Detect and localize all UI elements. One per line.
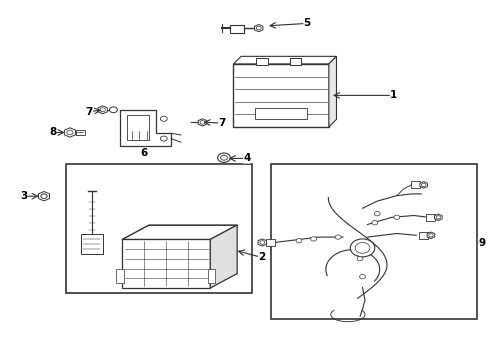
Polygon shape: [39, 192, 49, 201]
Circle shape: [256, 26, 261, 30]
Circle shape: [160, 136, 167, 141]
Bar: [265, 239, 274, 246]
Polygon shape: [198, 119, 206, 126]
Circle shape: [217, 153, 230, 162]
Bar: [254, 108, 307, 120]
Text: 7: 7: [85, 107, 93, 117]
Circle shape: [259, 241, 264, 244]
Text: 2: 2: [258, 252, 264, 262]
Circle shape: [428, 234, 432, 237]
Circle shape: [66, 130, 73, 135]
Polygon shape: [120, 110, 171, 146]
Circle shape: [220, 155, 227, 160]
Text: 4: 4: [243, 153, 250, 163]
Polygon shape: [64, 128, 75, 137]
Polygon shape: [427, 232, 434, 239]
Bar: [207, 269, 215, 283]
Polygon shape: [254, 24, 263, 32]
Bar: [271, 164, 476, 319]
Bar: [418, 232, 427, 239]
Circle shape: [100, 108, 105, 112]
Text: 6: 6: [141, 148, 147, 158]
Circle shape: [41, 194, 47, 198]
Text: 8: 8: [49, 127, 56, 138]
Polygon shape: [210, 225, 237, 288]
Polygon shape: [122, 225, 237, 239]
Bar: [289, 58, 301, 65]
Bar: [116, 269, 123, 283]
Circle shape: [393, 215, 399, 220]
Polygon shape: [127, 115, 149, 140]
Polygon shape: [258, 239, 266, 246]
Bar: [256, 58, 267, 65]
Polygon shape: [328, 56, 336, 127]
Circle shape: [200, 121, 204, 124]
Bar: [233, 64, 328, 127]
Bar: [66, 164, 251, 293]
Bar: [425, 214, 434, 221]
Bar: [410, 181, 419, 189]
Polygon shape: [98, 106, 107, 114]
Text: 5: 5: [303, 18, 310, 28]
Text: 7: 7: [218, 118, 225, 128]
Polygon shape: [233, 56, 336, 64]
Circle shape: [109, 107, 117, 113]
Polygon shape: [122, 239, 210, 288]
Polygon shape: [434, 214, 441, 221]
Circle shape: [334, 235, 340, 239]
Circle shape: [295, 239, 301, 243]
Circle shape: [310, 237, 316, 241]
Bar: [76, 130, 84, 135]
Polygon shape: [81, 234, 102, 254]
Text: 3: 3: [20, 191, 27, 201]
Circle shape: [373, 212, 379, 216]
Circle shape: [359, 275, 365, 279]
Polygon shape: [419, 182, 427, 188]
Circle shape: [371, 221, 377, 225]
Text: 9: 9: [477, 238, 484, 248]
Bar: [229, 25, 243, 33]
Circle shape: [354, 243, 369, 253]
Circle shape: [435, 216, 440, 219]
Circle shape: [160, 116, 167, 121]
Circle shape: [421, 183, 425, 186]
Circle shape: [356, 257, 362, 261]
Circle shape: [41, 194, 47, 198]
Circle shape: [349, 239, 374, 257]
Text: 1: 1: [389, 90, 396, 100]
